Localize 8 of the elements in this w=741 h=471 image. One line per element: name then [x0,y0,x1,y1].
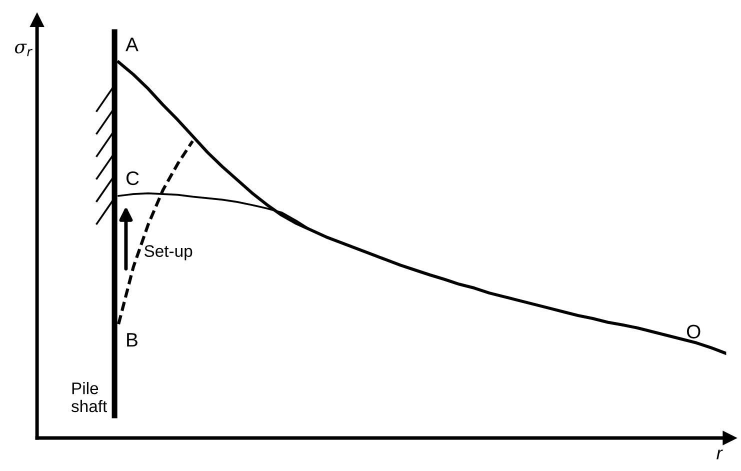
text: A [126,38,138,52]
x-axis-title: r [716,450,723,460]
annotation: B [127,333,138,347]
annotation: Set-up [144,245,192,260]
annotation: C [126,171,139,186]
y-axis-title: σ$_{r}$ [14,44,32,56]
text: Pile shaft [71,382,108,412]
annotation: O [686,324,700,338]
